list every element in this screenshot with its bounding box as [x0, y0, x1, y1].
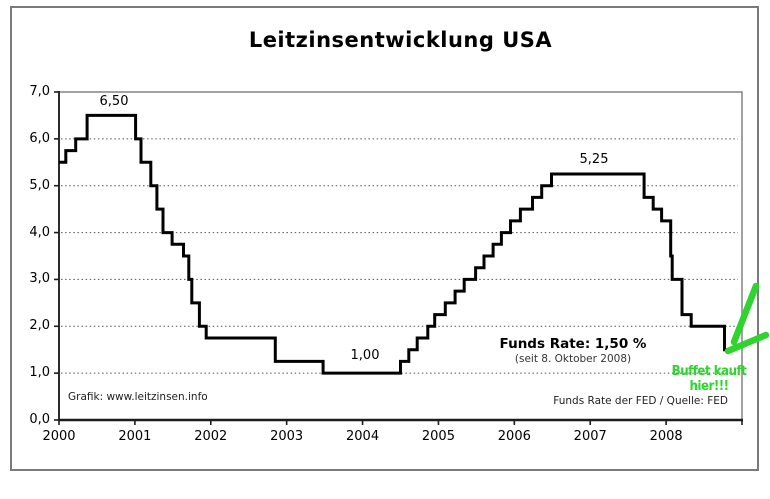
- buffett-arrow: [724, 331, 770, 355]
- chart-title: Leitzinsentwicklung USA: [248, 28, 553, 52]
- outer-frame: [10, 6, 759, 471]
- funds-rate-step-line: [59, 113, 730, 375]
- buffett-arrow: [730, 282, 760, 346]
